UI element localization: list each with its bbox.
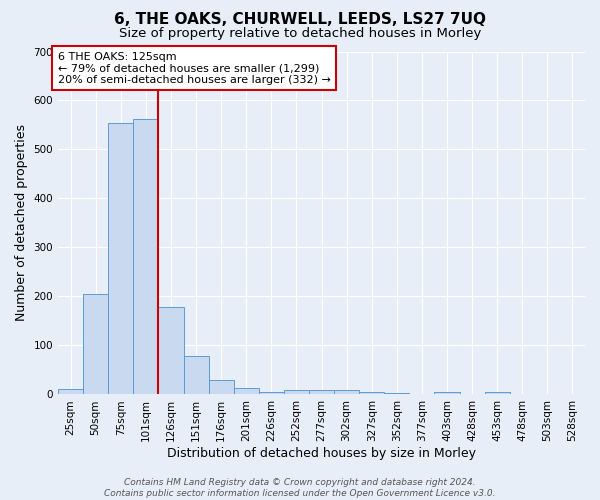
Y-axis label: Number of detached properties: Number of detached properties xyxy=(15,124,28,322)
Text: 6 THE OAKS: 125sqm
← 79% of detached houses are smaller (1,299)
20% of semi-deta: 6 THE OAKS: 125sqm ← 79% of detached hou… xyxy=(58,52,331,84)
Bar xyxy=(133,118,158,394)
Bar xyxy=(434,392,460,394)
Text: Contains HM Land Registry data © Crown copyright and database right 2024.
Contai: Contains HM Land Registry data © Crown c… xyxy=(104,478,496,498)
Bar xyxy=(58,389,83,394)
Text: 6, THE OAKS, CHURWELL, LEEDS, LS27 7UQ: 6, THE OAKS, CHURWELL, LEEDS, LS27 7UQ xyxy=(114,12,486,28)
Bar xyxy=(209,380,233,394)
Bar xyxy=(284,390,309,394)
Bar xyxy=(83,294,108,394)
X-axis label: Distribution of detached houses by size in Morley: Distribution of detached houses by size … xyxy=(167,447,476,460)
Bar xyxy=(259,392,284,394)
Bar xyxy=(485,392,510,394)
Bar xyxy=(309,390,334,394)
Bar xyxy=(384,393,409,394)
Bar xyxy=(334,390,359,394)
Bar xyxy=(233,388,259,394)
Text: Size of property relative to detached houses in Morley: Size of property relative to detached ho… xyxy=(119,28,481,40)
Bar xyxy=(359,392,384,394)
Bar xyxy=(108,123,133,394)
Bar xyxy=(184,356,209,395)
Bar xyxy=(158,307,184,394)
